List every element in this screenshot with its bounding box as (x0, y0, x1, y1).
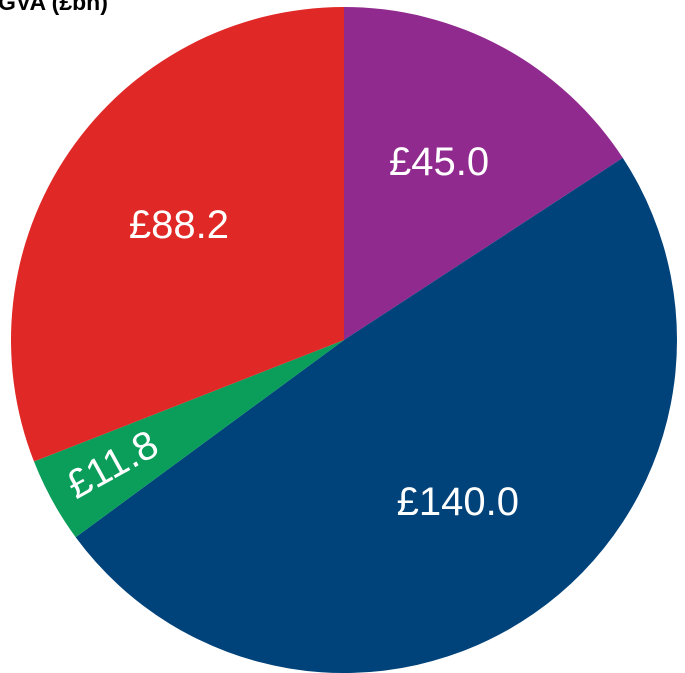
pie-slice (11, 7, 345, 462)
pie-slice (33, 340, 344, 538)
chart-title: GVA (£bn) (0, 0, 108, 15)
pie-slice (75, 157, 677, 673)
value-label: £45.0 (389, 140, 489, 184)
pie-slice (344, 7, 623, 340)
value-label: £140.0 (397, 480, 519, 524)
value-label: £88.2 (129, 203, 229, 247)
